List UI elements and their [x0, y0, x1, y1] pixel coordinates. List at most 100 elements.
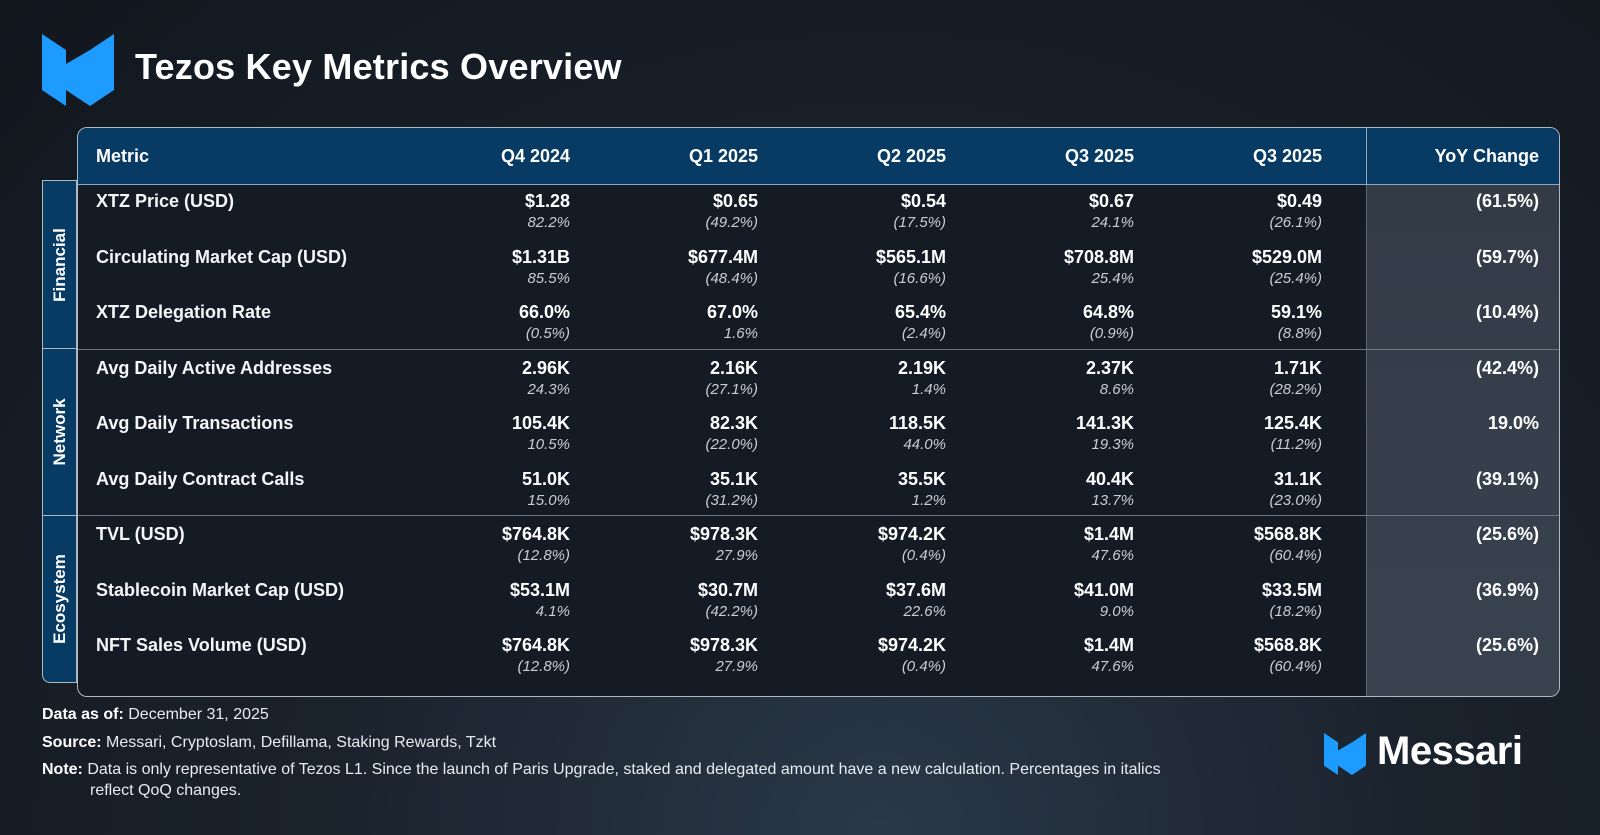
data-cell: $33.5M (18.2%) — [1142, 578, 1322, 622]
cell-value: 66.0% — [518, 302, 570, 322]
data-cell: $37.6M 22.6% — [766, 578, 946, 622]
group-divider-network — [78, 349, 1559, 350]
data-cell: 125.4K (11.2%) — [1142, 411, 1322, 455]
note-line-1: Data is only representative of Tezos L1.… — [87, 761, 1161, 778]
cell-qoq-change: 27.9% — [715, 658, 758, 675]
category-label-ecosystem: Ecosystem — [49, 554, 69, 644]
table-row: XTZ Delegation Rate 66.0% (0.5%) 67.0% 1.6% 6… — [78, 295, 1559, 352]
yoy-column-shade — [1366, 184, 1559, 696]
table-row: Avg Daily Active Addresses 2.96K 24.3% 2.16… — [78, 351, 1559, 408]
data-cell: $565.1M (16.6%) — [766, 245, 946, 289]
cell-value: 40.4K — [1085, 468, 1134, 489]
data-cell: 82.3K (22.0%) — [578, 411, 758, 455]
cell-value: 51.0K — [521, 468, 570, 489]
group-divider-ecosystem — [78, 515, 1559, 516]
cell-qoq-change: (2.4%) — [901, 325, 946, 342]
cell-qoq-change: 1.2% — [911, 491, 946, 509]
data-cell: 141.3K 19.3% — [954, 411, 1134, 455]
data-cell: 118.5K 44.0% — [766, 411, 946, 455]
cell-value: $41.0M — [1073, 579, 1134, 600]
cell-value: $764.8K — [501, 524, 570, 544]
cell-value: 105.4K — [511, 413, 570, 433]
cell-qoq-change: (18.2%) — [1269, 602, 1322, 620]
cell-qoq-change: (0.4%) — [901, 658, 946, 675]
data-cell: $978.3K 27.9% — [578, 522, 758, 566]
data-cell: 35.1K (31.2%) — [578, 467, 758, 511]
table-row: Avg Daily Transactions 105.4K 10.5% 82.3K (2… — [78, 406, 1559, 463]
yoy-change-value: (25.6%) — [1475, 635, 1539, 655]
table-row: Avg Daily Contract Calls 51.0K 15.0% 35.1K (… — [78, 462, 1559, 519]
cell-value: 2.19K — [897, 357, 946, 378]
cell-value: 2.16K — [709, 357, 758, 378]
cell-value: 59.1% — [1270, 302, 1322, 322]
cell-value: $764.8K — [501, 635, 570, 655]
yoy-change-value: (25.6%) — [1475, 524, 1539, 544]
cell-qoq-change: 44.0% — [903, 436, 946, 453]
cell-value: 67.0% — [706, 302, 758, 322]
cell-value: 31.1K — [1273, 468, 1322, 489]
cell-value: $974.2K — [877, 635, 946, 655]
cell-qoq-change: (31.2%) — [705, 491, 758, 509]
table-row: XTZ Price (USD) $1.28 82.2% $0.65 (49.2%) $0.… — [78, 184, 1559, 241]
cell-qoq-change: 22.6% — [903, 602, 946, 620]
cell-value: 118.5K — [888, 413, 946, 433]
data-cell: 2.96K 24.3% — [390, 356, 570, 400]
cell-value: $1.31B — [511, 246, 570, 267]
cell-value: 2.37K — [1085, 357, 1134, 378]
cell-qoq-change: 27.9% — [715, 547, 758, 564]
cell-value: $978.3K — [689, 524, 758, 544]
cell-qoq-change: (23.0%) — [1269, 491, 1322, 509]
cell-qoq-change: (42.2%) — [705, 602, 758, 620]
footer-source: Source: Messari, Cryptoslam, Defillama, … — [42, 734, 496, 752]
cell-qoq-change: 8.6% — [1099, 380, 1134, 398]
table-row: TVL (USD) $764.8K (12.8%) $978.3K 27.9% $974.… — [78, 517, 1559, 574]
cell-qoq-change: 9.0% — [1099, 602, 1134, 620]
cell-qoq-change: 24.3% — [527, 380, 570, 398]
cell-value: $0.67 — [1088, 191, 1134, 211]
cell-value: $53.1M — [509, 579, 570, 600]
data-cell: 64.8% (0.9%) — [954, 300, 1134, 344]
cell-qoq-change: (0.5%) — [525, 325, 570, 342]
cell-value: $978.3K — [689, 635, 758, 655]
cell-qoq-change: (16.6%) — [893, 269, 946, 287]
cell-value: $974.2K — [877, 524, 946, 544]
cell-value: 141.3K — [1075, 413, 1134, 433]
column-header-q4-2024: Q4 2024 — [500, 146, 570, 166]
data-cell: $30.7M (42.2%) — [578, 578, 758, 622]
cell-value: 82.3K — [709, 413, 758, 433]
category-network: Network — [42, 348, 77, 516]
data-cell: $568.8K (60.4%) — [1142, 522, 1322, 566]
cell-value: $33.5M — [1261, 579, 1322, 600]
cell-qoq-change: (60.4%) — [1269, 658, 1322, 675]
metric-label: Avg Daily Transactions — [96, 413, 294, 433]
page-title: Tezos Key Metrics Overview — [135, 46, 622, 87]
data-as-of-label: Data as of: — [42, 706, 124, 723]
cell-value: $529.0M — [1251, 246, 1322, 267]
cell-value: $568.8K — [1253, 635, 1322, 655]
data-cell: $41.0M 9.0% — [954, 578, 1134, 622]
cell-qoq-change: (28.2%) — [1269, 380, 1322, 398]
metric-label: NFT Sales Volume (USD) — [96, 635, 307, 655]
note-line-2: reflect QoQ changes. — [90, 782, 242, 799]
table-row: Stablecoin Market Cap (USD) $53.1M 4.1% $30… — [78, 573, 1559, 630]
cell-value: $565.1M — [875, 246, 946, 267]
yoy-change-value: (61.5%) — [1475, 191, 1539, 211]
data-cell: $1.4M 47.6% — [954, 633, 1134, 677]
cell-qoq-change: 4.1% — [535, 602, 570, 620]
data-cell: 2.16K (27.1%) — [578, 356, 758, 400]
data-as-of-value: December 31, 2025 — [128, 706, 269, 723]
table-row: NFT Sales Volume (USD) $764.8K (12.8%) $978… — [78, 628, 1559, 685]
data-cell: 31.1K (23.0%) — [1142, 467, 1322, 511]
data-cell: $1.31B 85.5% — [390, 245, 570, 289]
data-cell: $0.49 (26.1%) — [1142, 189, 1322, 233]
table-header: Metric Q4 2024 Q1 2025 Q2 2025 Q3 2025 Q… — [78, 128, 1559, 185]
cell-qoq-change: (8.8%) — [1277, 325, 1322, 342]
metric-label: Circulating Market Cap (USD) — [96, 246, 348, 267]
cell-value: $677.4M — [687, 246, 758, 267]
column-header-q3-2025-b: Q3 2025 — [1252, 146, 1322, 166]
data-cell: $708.8M 25.4% — [954, 245, 1134, 289]
cell-qoq-change: 85.5% — [527, 269, 570, 287]
yoy-change-value: (36.9%) — [1475, 579, 1539, 600]
cell-qoq-change: 82.2% — [527, 214, 570, 231]
cell-value: $0.65 — [712, 191, 758, 211]
